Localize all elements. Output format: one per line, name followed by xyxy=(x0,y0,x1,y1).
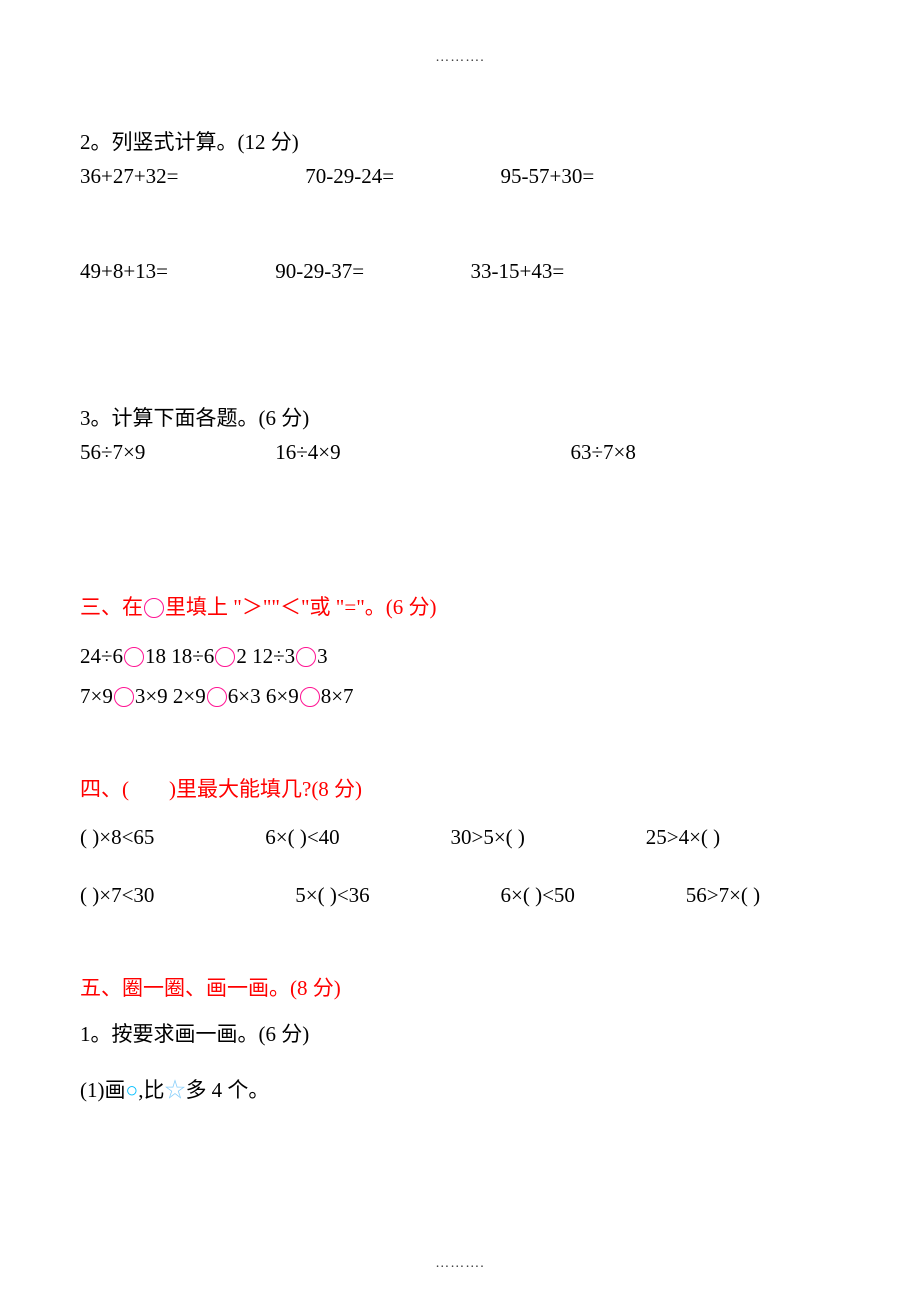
q2-r2-a: 49+8+13= xyxy=(80,259,270,284)
sec3-pre: 三、在 xyxy=(80,595,143,619)
q3-b: 16÷4×9 xyxy=(275,440,565,465)
sec5-l2: (1)画○,比☆多 4 个。 xyxy=(80,1074,840,1104)
circle-icon xyxy=(296,647,316,667)
sec3-post: 里填上 "＞""＜"或 "="。(6 分) xyxy=(165,595,437,619)
sec3-r1-b: 18 18÷6 xyxy=(145,644,214,668)
sec5-heading: 五、圈一圈、画一画。(8 分) xyxy=(80,970,840,1008)
sec4-pre: 四、( xyxy=(80,777,129,801)
q2-r1-b: 70-29-24= xyxy=(305,164,495,189)
sec4-row2: ( )×7<30 5×( )<36 6×( )<50 56>7×( ) xyxy=(80,876,840,916)
circle-icon xyxy=(114,687,134,707)
q2-title: 2。列竖式计算。(12 分) xyxy=(80,126,840,156)
q2-r2-c: 33-15+43= xyxy=(471,259,565,284)
header-dots: ………. xyxy=(80,50,840,66)
sec3-row1: 24÷6 18 18÷6 2 12÷3 3 xyxy=(80,637,840,677)
sec4-post: )里最大能填几?(8 分) xyxy=(169,777,362,801)
sec3-r2-a: 7×9 xyxy=(80,684,113,708)
q3-row: 56÷7×9 16÷4×9 63÷7×8 xyxy=(80,440,840,465)
sec4-row1: ( )×8<65 6×( )<40 30>5×( ) 25>4×( ) xyxy=(80,818,840,858)
q2-r1-c: 95-57+30= xyxy=(501,164,595,189)
sec5-l1: 1。按要求画一画。(6 分) xyxy=(80,1018,840,1048)
sec4-r2-a: ( )×7<30 xyxy=(80,876,290,916)
sec3-r2-c: 6×3 6×9 xyxy=(228,684,299,708)
sec4-r1-d: 25>4×( ) xyxy=(646,818,720,858)
q2-r1-a: 36+27+32= xyxy=(80,164,300,189)
sec4-heading: 四、( )里最大能填几?(8 分) xyxy=(80,771,840,809)
sec4-r1-a: ( )×8<65 xyxy=(80,818,260,858)
sec3-r1-d: 3 xyxy=(317,644,328,668)
sec3-r2-b: 3×9 2×9 xyxy=(135,684,206,708)
sec4-r2-b: 5×( )<36 xyxy=(295,876,495,916)
circle-icon xyxy=(144,598,164,618)
circle-icon xyxy=(124,647,144,667)
sec4-r1-b: 6×( )<40 xyxy=(265,818,445,858)
circle-icon xyxy=(300,687,320,707)
star-symbol-icon: ☆ xyxy=(164,1078,185,1102)
circle-icon xyxy=(215,647,235,667)
q2-r2-b: 90-29-37= xyxy=(275,259,465,284)
q3-a: 56÷7×9 xyxy=(80,440,270,465)
footer-dots: ………. xyxy=(0,1256,920,1272)
circle-icon xyxy=(207,687,227,707)
sec5-l2b: ,比 xyxy=(138,1078,164,1102)
q2-row1: 36+27+32= 70-29-24= 95-57+30= xyxy=(80,164,840,189)
sec3-heading: 三、在里填上 "＞""＜"或 "="。(6 分) xyxy=(80,589,840,627)
q3-title: 3。计算下面各题。(6 分) xyxy=(80,402,840,432)
sec4-r1-c: 30>5×( ) xyxy=(451,818,641,858)
q2-row2: 49+8+13= 90-29-37= 33-15+43= xyxy=(80,259,840,284)
circle-symbol-icon: ○ xyxy=(126,1078,139,1102)
sec4-r2-d: 56>7×( ) xyxy=(686,876,760,916)
sec3-r1-c: 2 12÷3 xyxy=(236,644,295,668)
sec5-l2c: 多 4 个。 xyxy=(185,1078,269,1102)
sec3-r1-a: 24÷6 xyxy=(80,644,123,668)
sec5-l2a: (1)画 xyxy=(80,1078,126,1102)
page: ………. 2。列竖式计算。(12 分) 36+27+32= 70-29-24= … xyxy=(0,0,920,1302)
sec3-r2-d: 8×7 xyxy=(321,684,354,708)
q3-c: 63÷7×8 xyxy=(571,440,636,465)
sec4-r2-c: 6×( )<50 xyxy=(501,876,681,916)
sec3-row2: 7×9 3×9 2×9 6×3 6×9 8×7 xyxy=(80,677,840,717)
